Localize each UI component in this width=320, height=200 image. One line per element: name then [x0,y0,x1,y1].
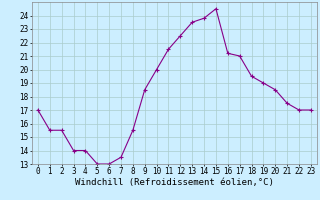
X-axis label: Windchill (Refroidissement éolien,°C): Windchill (Refroidissement éolien,°C) [75,178,274,187]
